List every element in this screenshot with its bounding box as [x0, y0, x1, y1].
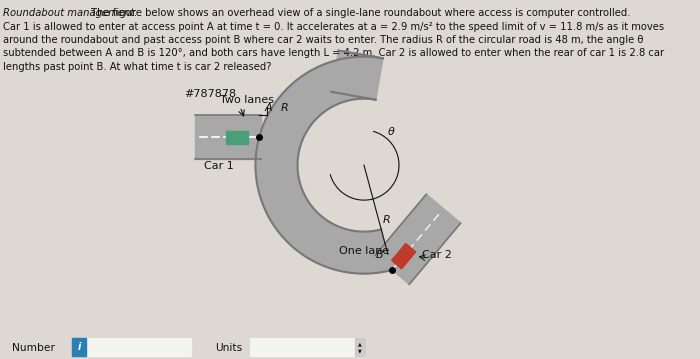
Text: R: R — [281, 103, 289, 113]
Text: Number: Number — [12, 343, 55, 353]
Bar — [226, 131, 248, 144]
Bar — [250, 338, 365, 356]
Text: A: A — [264, 103, 272, 113]
Text: subtended between A and B is 120°, and both cars have length L = 4.2 m. Car 2 is: subtended between A and B is 120°, and b… — [3, 48, 664, 59]
Text: ▼: ▼ — [358, 349, 362, 354]
Text: ▲: ▲ — [358, 341, 362, 346]
Text: Car 1: Car 1 — [204, 162, 234, 172]
Bar — [72, 338, 191, 356]
Text: lengths past point B. At what time t is car 2 released?: lengths past point B. At what time t is … — [3, 62, 272, 72]
Bar — [250, 338, 365, 356]
Text: around the roundabout and past access point B where car 2 waits to enter. The ra: around the roundabout and past access po… — [3, 35, 643, 45]
Text: B: B — [376, 250, 384, 260]
Text: R: R — [382, 215, 390, 225]
Polygon shape — [331, 51, 383, 100]
Bar — [72, 338, 86, 356]
Text: Two lanes: Two lanes — [220, 95, 274, 105]
Text: The figure below shows an overhead view of a single-lane roundabout where access: The figure below shows an overhead view … — [88, 8, 630, 18]
Text: i: i — [77, 342, 80, 352]
Bar — [391, 243, 416, 269]
Polygon shape — [256, 137, 392, 274]
Text: Units: Units — [215, 343, 242, 353]
Polygon shape — [259, 57, 383, 148]
Text: One lane: One lane — [339, 246, 389, 256]
Text: #787878: #787878 — [184, 89, 237, 99]
Bar — [86, 338, 191, 356]
Polygon shape — [195, 115, 261, 159]
Text: Car 1 is allowed to enter at access point A at time t = 0. It accelerates at a =: Car 1 is allowed to enter at access poin… — [3, 22, 664, 32]
Text: Car 2: Car 2 — [421, 250, 452, 260]
Bar — [355, 338, 365, 356]
Text: θ: θ — [389, 127, 395, 137]
Text: Roundabout management.: Roundabout management. — [3, 8, 137, 18]
Polygon shape — [375, 194, 461, 284]
